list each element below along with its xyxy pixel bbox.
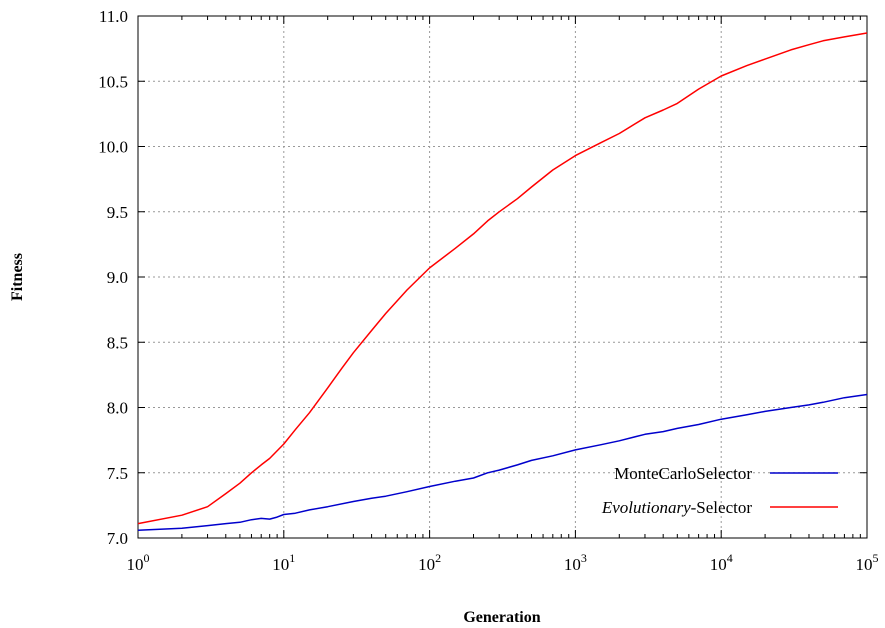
plot-frame (137, 15, 868, 539)
grid-lines (138, 16, 867, 538)
x-tick-label: 105 (856, 551, 879, 574)
y-tick-label: 8.5 (107, 333, 128, 352)
x-tick-label: 101 (272, 551, 295, 574)
x-tick-label: 103 (564, 551, 587, 574)
y-tick-label: 9.0 (107, 268, 128, 287)
y-axis-title: Fitness (9, 253, 26, 301)
y-tick-label: 10.0 (98, 138, 128, 157)
x-axis-title: Generation (463, 609, 540, 626)
x-tick-label: 102 (418, 551, 441, 574)
y-tick-label: 8.0 (107, 399, 128, 418)
y-tick-label: 9.5 (107, 203, 128, 222)
series-line-evolutionary (137, 32, 868, 525)
x-tick-label: 100 (127, 551, 150, 574)
series-lines (137, 32, 868, 531)
y-tick-label: 10.5 (98, 72, 128, 91)
series-line-montecarlo (137, 393, 868, 531)
y-tick-label: 7.5 (107, 464, 128, 483)
y-tick-label: 11.0 (99, 7, 128, 26)
legend-label-evolutionary-italic: Evolutionary (601, 498, 691, 517)
legend-label-montecarlo: MonteCarloSelector (614, 464, 752, 483)
legend-label-evolutionary: Evolutionary-Selector (601, 498, 752, 517)
y-tick-labels: 7.0 7.5 8.0 8.5 9.0 9.5 10.0 10.5 11.0 (98, 7, 128, 548)
y-tick-label: 7.0 (107, 529, 128, 548)
legend: MonteCarloSelector Evolutionary-Selector (601, 464, 838, 517)
x-tick-labels: 100 101 102 103 104 105 (127, 551, 879, 574)
axis-ticks (137, 15, 868, 539)
legend-label-evolutionary-rest: -Selector (691, 498, 753, 517)
x-tick-label: 104 (710, 551, 733, 574)
